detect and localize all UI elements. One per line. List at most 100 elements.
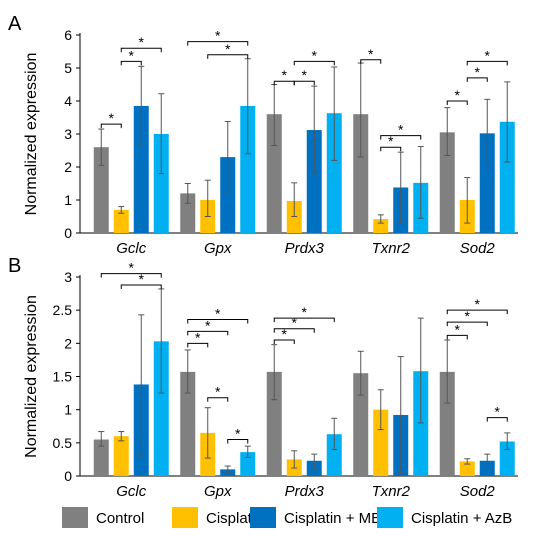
sig-star-a-12: * [475, 64, 481, 80]
sig-bracket-a-13 [466, 60, 508, 66]
sig-bracket-a-0 [100, 123, 122, 129]
bar-a-0-1 [113, 209, 129, 233]
category-label-b-3: Txnr2 [372, 483, 411, 500]
bar-b-0-3 [153, 341, 169, 476]
legend-label-1: Cisplatin [206, 510, 264, 527]
sig-star-a-11: * [455, 87, 461, 103]
y-tick-label-a-6: 6 [64, 27, 72, 43]
sig-star-a-5: * [282, 67, 288, 83]
panel-label-a: A [8, 13, 22, 35]
sig-bracket-a-7 [293, 60, 335, 66]
y-tick-label-b-6: 3 [64, 269, 72, 285]
sig-bracket-a-9 [380, 146, 402, 152]
sig-star-b-4: * [215, 305, 221, 321]
sig-star-b-8: * [292, 315, 298, 331]
bar-b-0-0 [93, 439, 109, 476]
sig-star-b-2: * [195, 329, 201, 345]
sig-bracket-a-3 [187, 41, 249, 46]
sig-bracket-a-12 [466, 77, 488, 82]
legend-label-0: Control [96, 510, 144, 527]
bar-a-3-1 [373, 219, 389, 233]
legend-swatch-0 [62, 507, 88, 528]
sig-star-a-9: * [388, 133, 394, 149]
legend-label-3: Cisplatin + AzB [411, 510, 512, 527]
category-label-a-0: Gclc [116, 240, 147, 257]
sig-bracket-b-12 [446, 321, 488, 327]
legend: Control Cisplatin Cisplatin + MB Cisplatin … [62, 507, 512, 528]
sig-star-b-3: * [205, 317, 211, 333]
bar-a-4-3 [499, 121, 515, 233]
bar-a-0-0 [93, 147, 109, 233]
sig-bracket-a-1 [120, 60, 142, 66]
bar-a-3-0 [353, 114, 369, 233]
sig-star-a-10: * [398, 122, 404, 138]
sig-bracket-b-11 [446, 334, 468, 340]
bar-a-1-0 [180, 193, 196, 233]
sig-star-a-7: * [312, 47, 318, 63]
sig-bracket-b-1 [120, 284, 162, 289]
bar-a-0-2 [133, 105, 149, 233]
sig-star-a-1: * [129, 47, 135, 63]
bar-a-4-0 [439, 132, 455, 233]
sig-bracket-b-3 [187, 330, 229, 336]
y-tick-label-a-0: 0 [64, 225, 72, 241]
y-tick-label-a-4: 4 [64, 93, 72, 109]
sig-star-b-5: * [215, 384, 221, 400]
sig-star-b-9: * [302, 304, 308, 320]
bar-b-3-1 [373, 409, 389, 476]
sig-star-b-6: * [235, 426, 241, 442]
bar-b-0-1 [113, 436, 129, 476]
category-label-b-2: Prdx3 [285, 483, 325, 500]
bar-b-1-0 [180, 371, 196, 476]
sig-star-a-4: * [225, 41, 231, 57]
legend-swatch-2 [250, 507, 276, 528]
category-label-b-4: Sod2 [460, 483, 496, 500]
sig-bracket-a-2 [120, 47, 162, 53]
category-label-b-1: Gpx [204, 483, 232, 500]
bar-a-2-3 [326, 113, 342, 233]
bar-b-4-2 [479, 460, 495, 476]
sig-bracket-a-4 [207, 54, 249, 59]
y-tick-label-b-2: 1 [64, 402, 72, 418]
bar-b-3-3 [413, 371, 429, 476]
legend-label-2: Cisplatin + MB [284, 510, 381, 527]
sig-star-b-1: * [139, 271, 145, 287]
sig-bracket-b-5 [207, 397, 229, 402]
bar-a-2-0 [266, 114, 282, 233]
sig-bracket-b-9 [273, 317, 335, 323]
sig-bracket-b-7 [273, 339, 295, 345]
category-label-a-2: Prdx3 [285, 240, 325, 257]
sig-star-a-2: * [139, 34, 145, 50]
sig-star-a-13: * [485, 47, 491, 63]
sig-bracket-b-8 [273, 328, 315, 333]
y-tick-label-a-2: 2 [64, 159, 72, 175]
y-tick-label-b-3: 1.5 [53, 369, 73, 385]
bar-b-4-1 [459, 461, 475, 476]
category-label-a-3: Txnr2 [372, 240, 411, 257]
bar-b-2-0 [266, 371, 282, 476]
bar-a-1-3 [240, 105, 256, 233]
y-tick-label-a-5: 5 [64, 60, 72, 76]
sig-star-b-7: * [282, 326, 288, 342]
sig-star-b-14: * [495, 404, 501, 420]
category-label-a-1: Gpx [204, 240, 232, 257]
bar-a-2-2 [306, 130, 322, 233]
y-tick-label-a-3: 3 [64, 126, 72, 142]
sig-bracket-b-14 [486, 417, 508, 422]
sig-star-a-0: * [109, 110, 115, 126]
legend-swatch-3 [377, 507, 403, 528]
y-tick-label-b-5: 2.5 [53, 302, 73, 318]
y-tick-label-b-1: 0.5 [53, 435, 73, 451]
sig-bracket-a-11 [446, 100, 468, 105]
bar-b-4-0 [439, 371, 455, 476]
sig-star-a-6: * [302, 67, 308, 83]
bar-a-4-2 [479, 133, 495, 233]
category-label-b-0: Gclc [116, 483, 147, 500]
bar-b-2-3 [326, 434, 342, 476]
sig-star-b-11: * [455, 321, 461, 337]
sig-bracket-b-6 [227, 439, 249, 444]
panel-b: B Normalized expression 0 0.5 1 1.5 2 2.5 3 Gclc G… [8, 255, 518, 500]
bar-b-3-0 [353, 373, 369, 476]
bar-a-1-2 [220, 157, 236, 233]
